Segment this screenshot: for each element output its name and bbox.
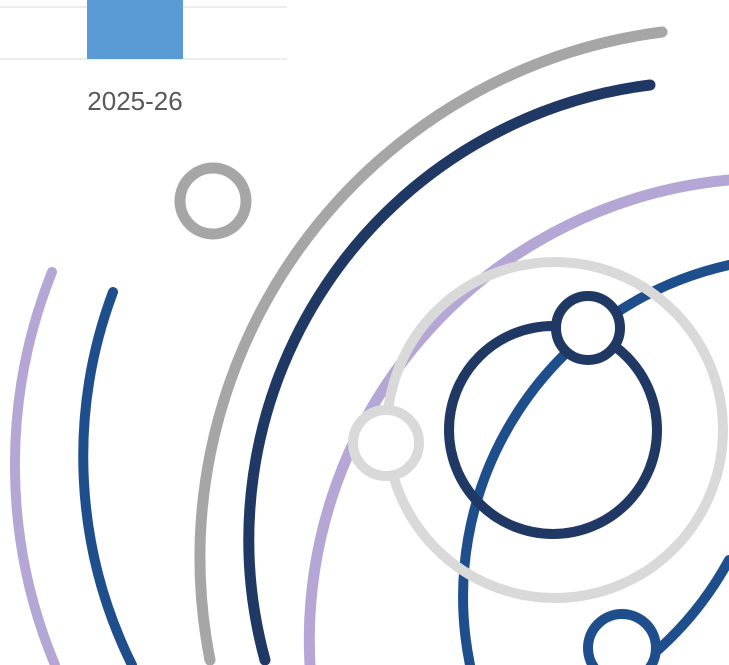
navy-outer-arc <box>243 79 656 665</box>
left-lavender-arc <box>9 267 60 665</box>
blue-bottom-node <box>583 609 661 665</box>
navy-inner-ring <box>444 321 662 539</box>
bar <box>87 0 183 59</box>
navy-inner-node <box>551 291 625 365</box>
bar-chart: 2025-26 <box>0 0 287 116</box>
bars <box>87 0 183 59</box>
x-tick-label: 2025-26 <box>87 86 182 116</box>
left-blue-arc <box>78 287 137 665</box>
light-grey-orbit-node <box>348 405 424 481</box>
concentric-orbit-graphic <box>9 26 729 665</box>
lavender-arc <box>303 174 729 665</box>
outer-grey-arc <box>194 26 668 665</box>
grey-orbit-node <box>174 162 252 240</box>
x-tick-labels: 2025-26 <box>87 86 182 116</box>
